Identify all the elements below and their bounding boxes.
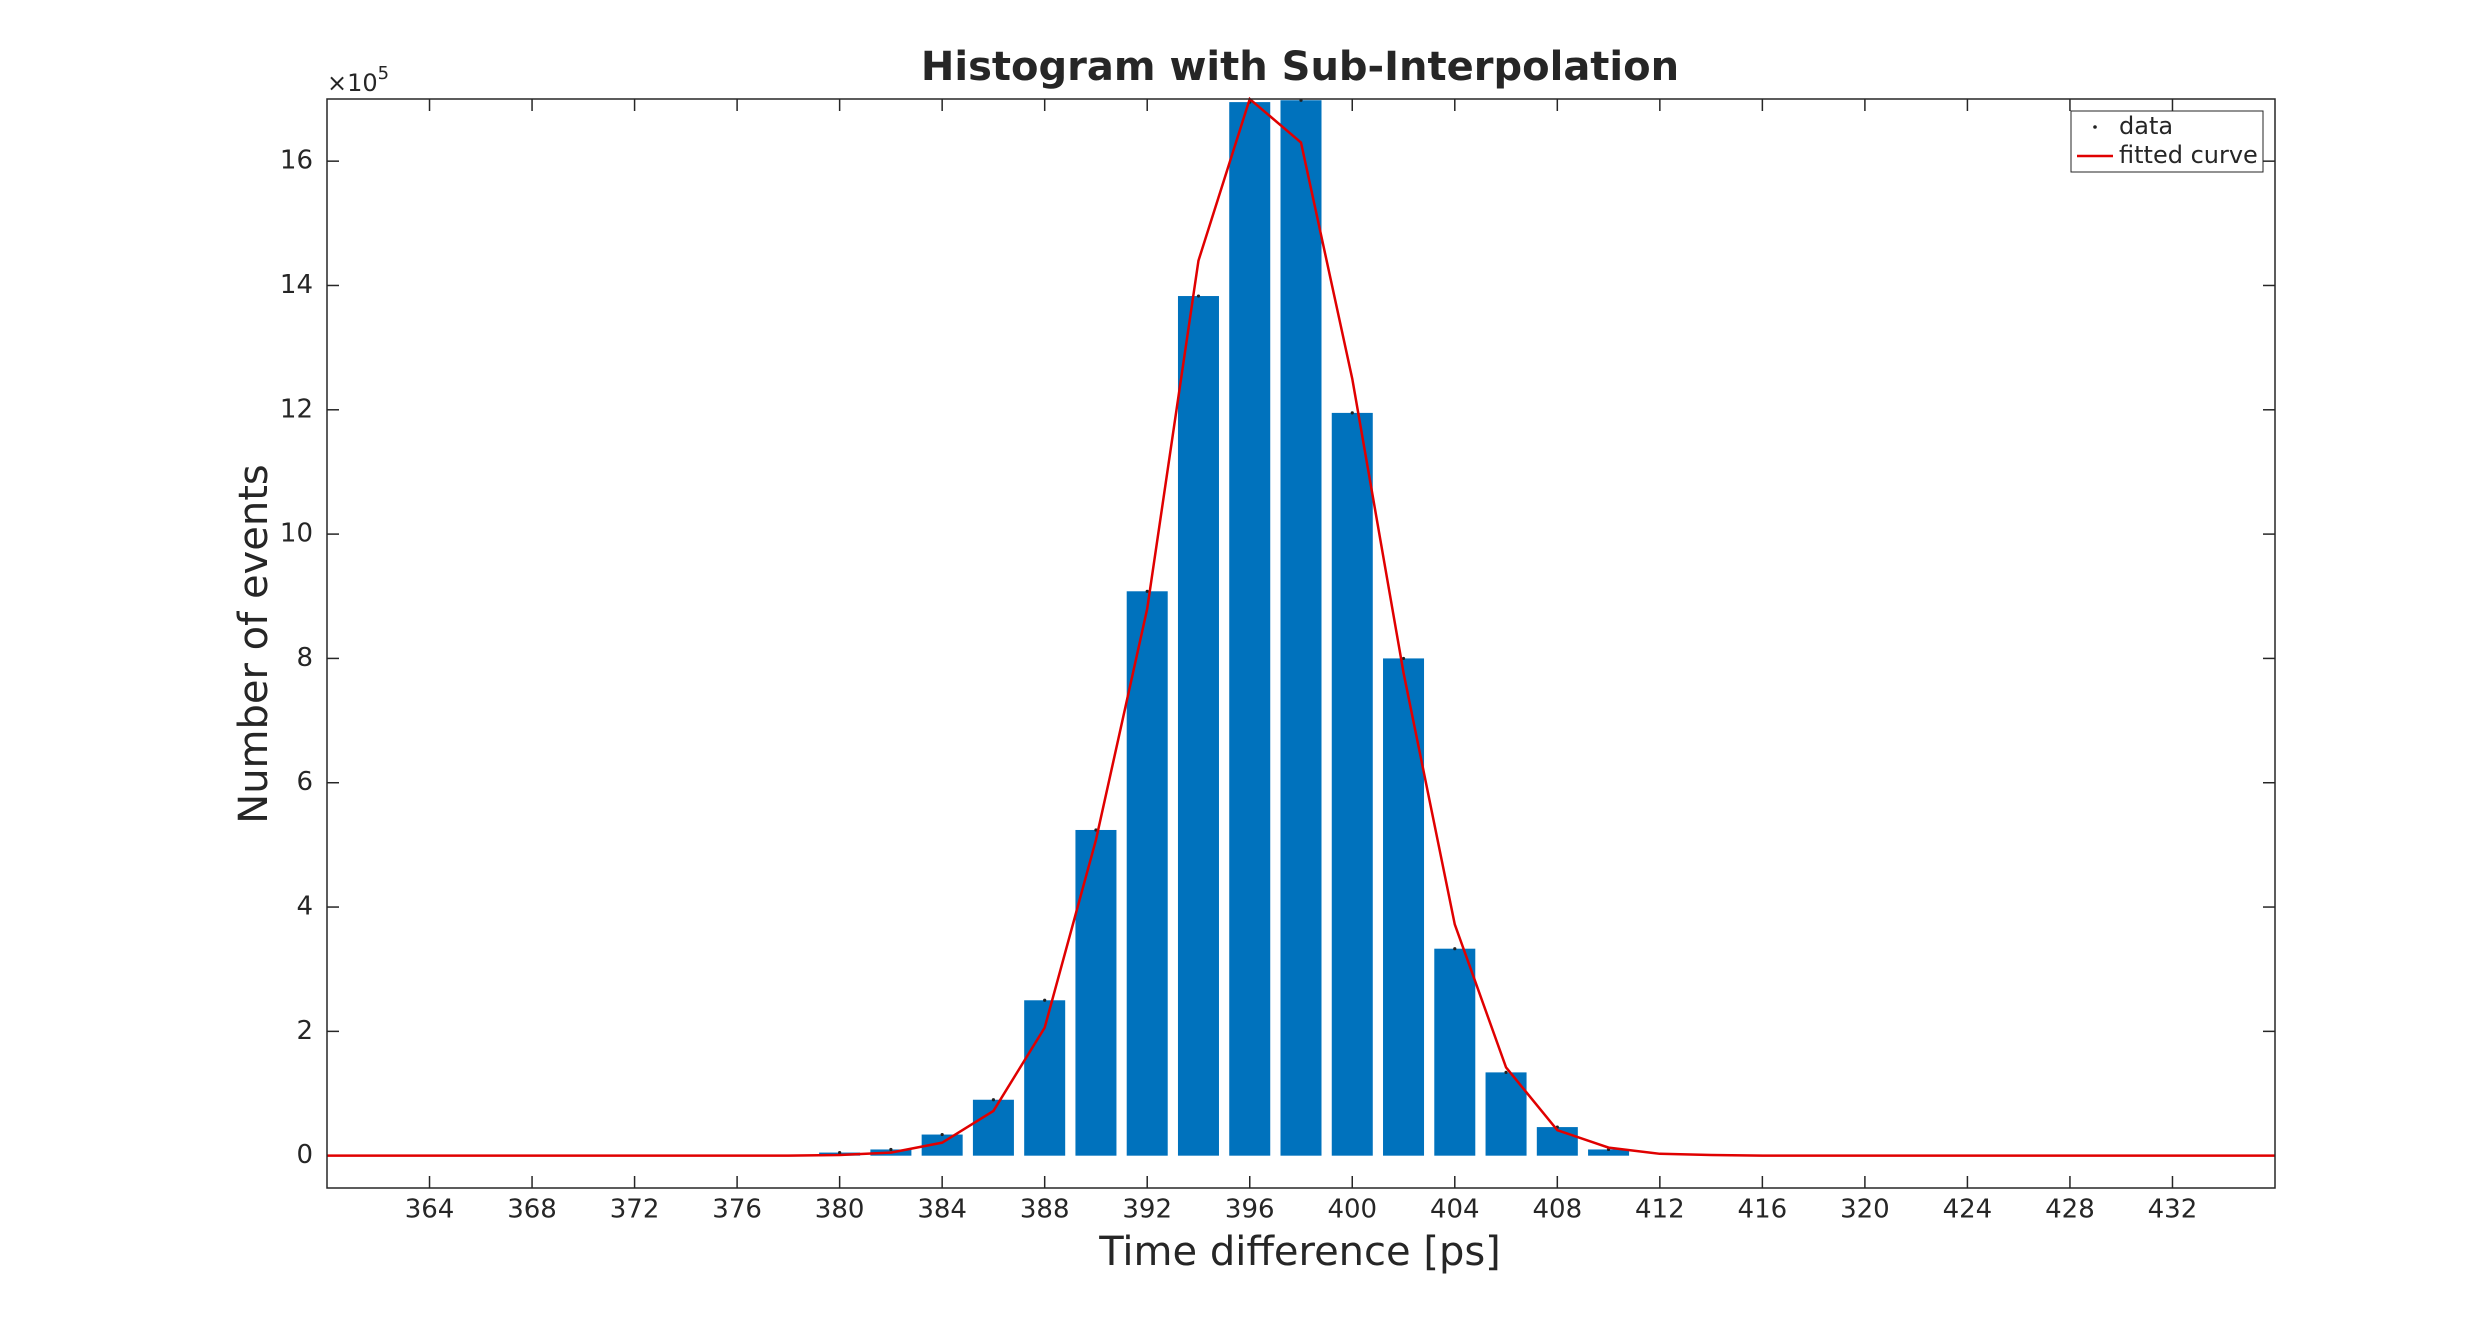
legend-swatch: [2093, 125, 2097, 129]
chart-title: Histogram with Sub-Interpolation: [921, 44, 1679, 90]
legend-label: data: [2119, 112, 2173, 140]
x-tick-label: 396: [1225, 1195, 1275, 1225]
bar: [1588, 1149, 1630, 1156]
x-tick-label: 384: [917, 1195, 967, 1225]
y-tick-label: 2: [296, 1016, 313, 1046]
x-tick-label: 320: [1840, 1195, 1890, 1225]
x-tick-label: 428: [2045, 1195, 2095, 1225]
y-tick-label: 0: [296, 1140, 313, 1170]
x-tick-label: 380: [815, 1195, 865, 1225]
legend-label: fitted curve: [2119, 141, 2258, 169]
x-tick-label: 388: [1020, 1195, 1070, 1225]
bar: [1126, 591, 1168, 1156]
y-tick-label: 16: [280, 146, 313, 176]
x-tick-label: 400: [1327, 1195, 1377, 1225]
bar: [1331, 412, 1373, 1156]
y-tick-label: 10: [280, 519, 313, 549]
bar: [1280, 100, 1322, 1156]
y-tick-label: 6: [296, 767, 313, 797]
bar: [1177, 296, 1219, 1156]
y-tick-label: 4: [296, 892, 313, 922]
x-tick-label: 412: [1635, 1195, 1685, 1225]
legend-box: [2070, 110, 2264, 173]
data-point: [991, 1098, 996, 1102]
data-point: [1453, 947, 1457, 951]
data-point: [940, 1132, 944, 1137]
x-tick-label: 372: [610, 1195, 660, 1225]
fitted-line: [327, 96, 2275, 1157]
x-tick-label: 364: [405, 1195, 455, 1225]
x-tick-label: 432: [2148, 1195, 2198, 1225]
bar: [1485, 1072, 1527, 1156]
data-point: [889, 1147, 893, 1152]
data-point: [1196, 294, 1201, 298]
x-tick-label: 404: [1430, 1195, 1480, 1225]
bar: [921, 1134, 963, 1156]
bar: [972, 1099, 1014, 1156]
x-tick-label: 424: [1943, 1195, 1993, 1225]
x-tick-label: 368: [507, 1195, 557, 1225]
bar: [1383, 658, 1425, 1156]
x-axis-label: Time difference [ps]: [1098, 1229, 1501, 1275]
data-point: [1145, 589, 1149, 593]
data-point: [1350, 411, 1354, 415]
x-tick-label: 408: [1532, 1195, 1582, 1225]
bar: [1536, 1127, 1578, 1156]
y-tick-label: 12: [280, 394, 313, 424]
plot-frame: [326, 98, 2276, 1189]
y-exponent: ×105: [327, 63, 389, 97]
y-tick-label: 8: [296, 643, 313, 673]
exponent-power: 5: [378, 63, 389, 84]
data-point: [1504, 1070, 1508, 1074]
x-tick-label: 416: [1738, 1195, 1788, 1225]
y-axis-label: Number of events: [231, 464, 277, 823]
data-point: [1401, 656, 1406, 661]
bar: [1434, 948, 1476, 1156]
exponent-base: ×10: [327, 69, 378, 97]
bar: [1075, 829, 1117, 1156]
x-tick-label: 376: [712, 1195, 762, 1225]
y-tick-label: 14: [280, 270, 313, 300]
bar: [1229, 102, 1271, 1156]
data-point: [1043, 998, 1047, 1002]
data-point: [838, 1150, 842, 1155]
x-tick-label: 392: [1122, 1195, 1172, 1225]
